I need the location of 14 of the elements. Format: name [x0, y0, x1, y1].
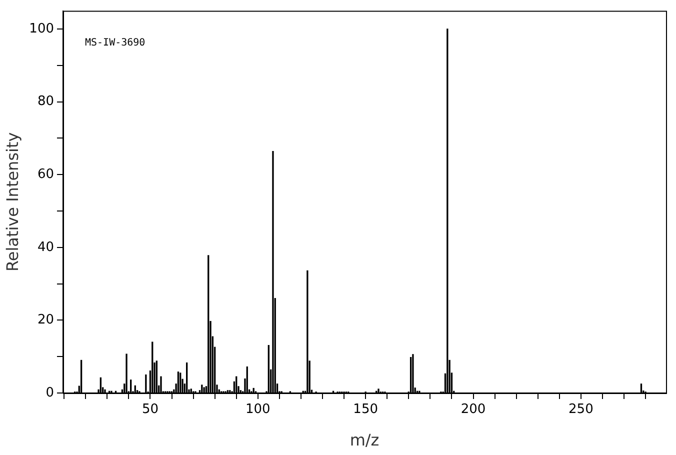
y-tick-label: 20 [37, 312, 54, 328]
x-tick-label: 50 [142, 402, 158, 418]
y-tick-label: 80 [37, 94, 54, 110]
y-tick-label: 40 [37, 240, 54, 255]
y-tick-label: 60 [37, 166, 54, 182]
x-tick-label: 200 [460, 402, 486, 418]
annotation: MS-IW-3690 [85, 37, 146, 48]
x-axis-title: m/z [350, 430, 380, 450]
x-tick-label: 100 [245, 402, 270, 418]
x-tick-label: 150 [353, 402, 378, 418]
y-tick-label: 100 [29, 21, 54, 36]
x-tick-label: 250 [568, 402, 594, 418]
y-tick-label: 0 [46, 385, 54, 400]
y-axis-title: Relative Intensity [2, 132, 22, 272]
